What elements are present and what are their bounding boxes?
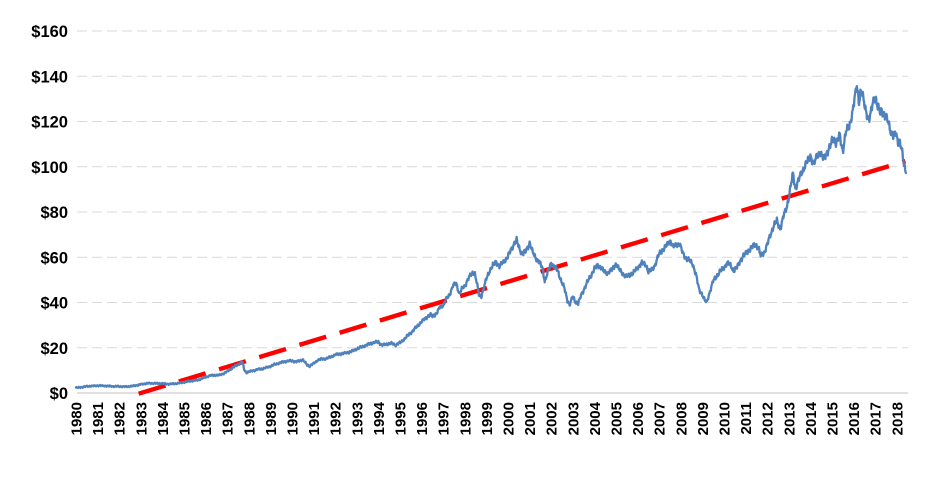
- x-axis-tick-label: 1998: [457, 402, 474, 435]
- price-series-line: [74, 84, 908, 390]
- trend-line: [138, 158, 907, 396]
- x-axis-tick-label: 2010: [717, 402, 734, 435]
- y-axis-tick-label: $60: [40, 249, 68, 267]
- x-axis-tick-label: 1981: [90, 402, 107, 435]
- x-axis-tick-label: 2001: [522, 402, 539, 435]
- x-axis-tick-label: 2012: [760, 402, 777, 435]
- y-axis-tick-label: $40: [40, 295, 68, 313]
- x-axis-tick-label: 1995: [393, 402, 410, 435]
- x-axis-tick-label: 2008: [673, 402, 690, 435]
- y-axis-tick-label: $80: [40, 204, 68, 222]
- x-axis-tick-label: 1991: [306, 402, 323, 435]
- x-axis-tick-label: 1999: [479, 402, 496, 435]
- x-axis-tick-label: 1983: [133, 402, 150, 435]
- y-axis-tick-label: $20: [40, 340, 68, 358]
- x-axis-tick-label: 2018: [889, 402, 906, 435]
- x-axis-tick-label: 2006: [630, 402, 647, 435]
- x-axis-tick-label: 2014: [803, 401, 820, 435]
- x-axis-tick-label: 1982: [112, 402, 129, 435]
- x-axis-tick-label: 2013: [781, 402, 798, 435]
- x-axis-tick-label: 2017: [868, 402, 885, 435]
- x-axis-tick-label: 2000: [501, 402, 518, 435]
- x-axis-tick-label: 2007: [652, 402, 669, 435]
- x-axis-tick-label: 2005: [609, 402, 626, 435]
- y-axis-tick-label: $140: [31, 68, 68, 86]
- x-axis-tick-label: 2003: [565, 402, 582, 435]
- x-axis-tick-label: 1993: [349, 402, 366, 435]
- y-axis-tick-label: $100: [31, 159, 68, 177]
- y-axis-tick-label: $160: [31, 23, 68, 41]
- x-axis-tick-label: 2009: [695, 402, 712, 435]
- x-axis-tick-label: 2002: [544, 402, 561, 435]
- x-axis-tick-label: 2015: [825, 402, 842, 435]
- x-axis-tick-label: 2011: [738, 402, 755, 435]
- x-axis-tick-label: 1980: [69, 402, 86, 435]
- x-axis-tick-label: 1989: [263, 402, 280, 435]
- x-axis-tick-label: 1986: [198, 402, 215, 435]
- x-axis-tick-label: 1988: [241, 402, 258, 435]
- x-axis-tick-label: 1984: [155, 401, 172, 435]
- y-axis-tick-label: $0: [50, 385, 68, 403]
- x-axis-tick-label: 2004: [587, 401, 604, 435]
- x-axis-tick-label: 1994: [371, 401, 388, 435]
- x-axis-tick-label: 2016: [846, 402, 863, 435]
- y-axis-tick-label: $120: [31, 114, 68, 132]
- x-axis-tick-label: 1985: [177, 402, 194, 435]
- x-axis-tick-label: 1992: [328, 402, 345, 435]
- x-axis-tick-label: 1990: [285, 402, 302, 435]
- x-axis-tick-label: 1996: [414, 402, 431, 435]
- x-axis-tick-label: 1987: [220, 402, 237, 435]
- x-axis-tick-label: 1997: [436, 402, 453, 435]
